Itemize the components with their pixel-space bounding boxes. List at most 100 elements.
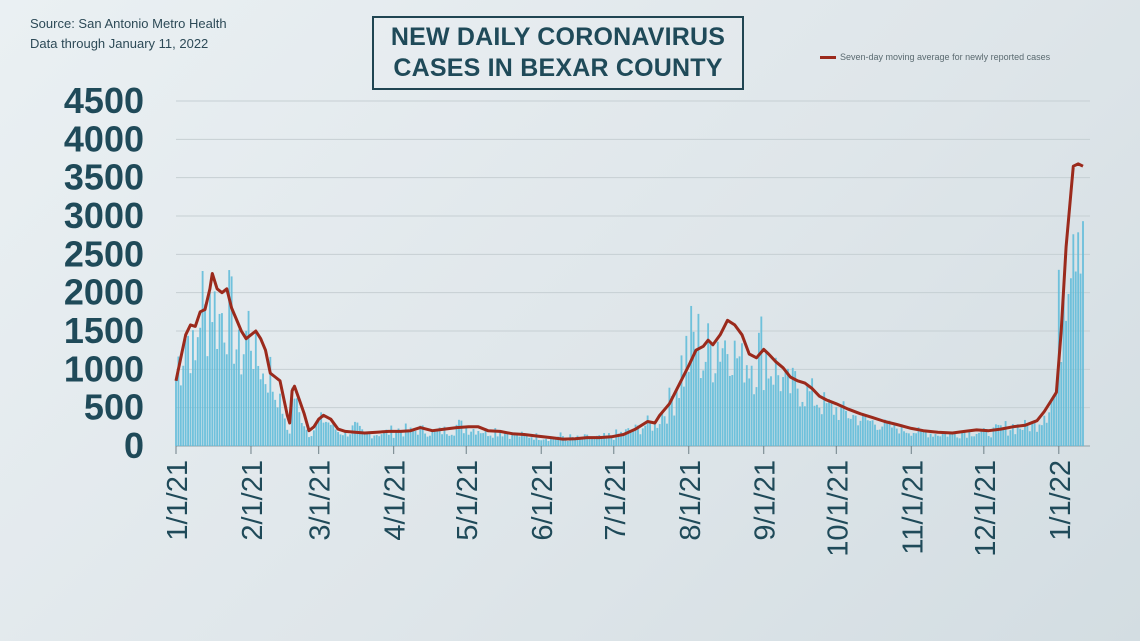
daily-case-bar bbox=[796, 388, 799, 446]
daily-case-bar bbox=[1014, 434, 1017, 446]
daily-case-bar bbox=[1004, 421, 1007, 446]
daily-case-bar bbox=[223, 342, 226, 446]
daily-case-bar bbox=[949, 433, 951, 446]
daily-case-bar bbox=[208, 291, 211, 446]
daily-case-bar bbox=[291, 387, 294, 446]
daily-case-bar bbox=[576, 435, 579, 446]
daily-case-bar bbox=[460, 420, 463, 446]
daily-case-bar bbox=[540, 440, 543, 446]
daily-case-bar bbox=[320, 412, 323, 446]
daily-case-bar bbox=[581, 438, 584, 446]
x-tick-label: 8/1/21 bbox=[675, 460, 707, 541]
daily-case-bar bbox=[1026, 424, 1029, 446]
daily-case-bar bbox=[755, 387, 758, 446]
daily-case-bar bbox=[900, 424, 903, 446]
daily-case-bar bbox=[533, 439, 535, 446]
daily-case-bar bbox=[315, 423, 318, 446]
daily-case-bar bbox=[458, 419, 460, 446]
daily-case-bar bbox=[774, 357, 777, 446]
daily-case-bar bbox=[878, 429, 881, 446]
daily-case-bar bbox=[513, 435, 516, 446]
daily-case-bar bbox=[1074, 271, 1077, 446]
chart-legend: Seven-day moving average for newly repor… bbox=[820, 52, 1050, 62]
daily-case-bar bbox=[987, 436, 990, 446]
daily-case-bar bbox=[508, 438, 511, 446]
daily-case-bar bbox=[438, 427, 441, 446]
moving-average-path bbox=[174, 162, 1084, 441]
x-tick-label: 10/1/21 bbox=[822, 460, 854, 557]
daily-case-bar bbox=[699, 378, 702, 446]
daily-case-bar bbox=[861, 413, 864, 446]
daily-case-bar bbox=[866, 420, 869, 446]
daily-case-bar bbox=[934, 434, 937, 446]
daily-case-bar bbox=[1002, 427, 1005, 446]
daily-case-bar bbox=[610, 436, 613, 446]
daily-case-bar bbox=[806, 384, 809, 446]
daily-case-bar bbox=[832, 414, 835, 446]
daily-case-bar bbox=[818, 407, 821, 446]
daily-case-bar bbox=[387, 434, 390, 446]
daily-case-bar bbox=[520, 431, 523, 446]
daily-case-bar bbox=[218, 313, 221, 446]
daily-case-bar bbox=[929, 433, 932, 446]
daily-case-bar bbox=[845, 410, 847, 446]
daily-case-bar bbox=[225, 354, 228, 446]
daily-case-bar bbox=[997, 424, 1000, 446]
daily-case-bar bbox=[378, 436, 381, 446]
daily-case-bar bbox=[308, 437, 310, 446]
x-tick-label: 4/1/21 bbox=[380, 460, 412, 541]
daily-case-bar bbox=[748, 378, 751, 446]
daily-case-bar bbox=[491, 437, 494, 446]
daily-case-bar bbox=[886, 422, 889, 446]
daily-case-bar bbox=[494, 428, 497, 446]
legend-label: Seven-day moving average for newly repor… bbox=[840, 52, 1051, 62]
x-tick-label: 12/1/21 bbox=[970, 460, 1002, 557]
daily-case-bar bbox=[617, 433, 620, 446]
daily-case-bar bbox=[905, 432, 908, 446]
daily-case-bar bbox=[668, 387, 671, 446]
daily-case-bar bbox=[329, 424, 332, 446]
daily-case-bar bbox=[852, 414, 855, 446]
daily-case-bar bbox=[683, 386, 685, 446]
daily-case-bar bbox=[482, 433, 485, 446]
daily-case-bar bbox=[448, 435, 451, 446]
daily-case-bar bbox=[738, 356, 741, 446]
daily-case-bar bbox=[767, 378, 770, 446]
daily-case-bar bbox=[356, 422, 359, 446]
chart-title-line-2: CASES IN BEXAR COUNTY bbox=[393, 54, 723, 82]
daily-case-bar bbox=[390, 425, 393, 446]
daily-case-bar bbox=[199, 327, 202, 446]
legend-line-swatch bbox=[820, 55, 836, 59]
daily-case-bar bbox=[346, 436, 349, 446]
daily-case-bar bbox=[409, 427, 412, 446]
daily-case-bar bbox=[424, 433, 427, 446]
daily-case-bar bbox=[702, 370, 705, 446]
daily-case-bar bbox=[530, 437, 533, 446]
y-tick-label: 3500 bbox=[64, 157, 144, 198]
daily-case-bar bbox=[605, 435, 608, 446]
daily-case-bar bbox=[598, 435, 601, 446]
daily-case-bar bbox=[874, 424, 876, 446]
daily-case-bar bbox=[564, 437, 567, 446]
daily-case-bar bbox=[835, 407, 838, 446]
daily-case-bar bbox=[412, 430, 414, 446]
daily-case-bar bbox=[910, 435, 913, 446]
daily-case-bar bbox=[712, 382, 714, 446]
daily-case-bar bbox=[840, 406, 843, 446]
daily-case-bar bbox=[907, 433, 910, 446]
daily-case-bar bbox=[250, 350, 252, 446]
daily-case-bar bbox=[716, 341, 719, 446]
daily-case-bar bbox=[182, 365, 185, 446]
daily-case-bar bbox=[276, 407, 279, 446]
daily-case-bar bbox=[944, 433, 947, 446]
daily-case-bar bbox=[201, 270, 204, 446]
daily-case-bar bbox=[624, 429, 627, 446]
daily-case-bar bbox=[325, 421, 327, 446]
daily-case-bar bbox=[262, 373, 264, 446]
daily-case-bar bbox=[368, 433, 371, 446]
daily-case-bar bbox=[489, 435, 492, 446]
daily-case-bar bbox=[571, 436, 574, 446]
daily-case-bar bbox=[871, 420, 874, 446]
source-line: Source: San Antonio Metro Health bbox=[30, 16, 227, 31]
daily-case-bar bbox=[184, 338, 187, 446]
